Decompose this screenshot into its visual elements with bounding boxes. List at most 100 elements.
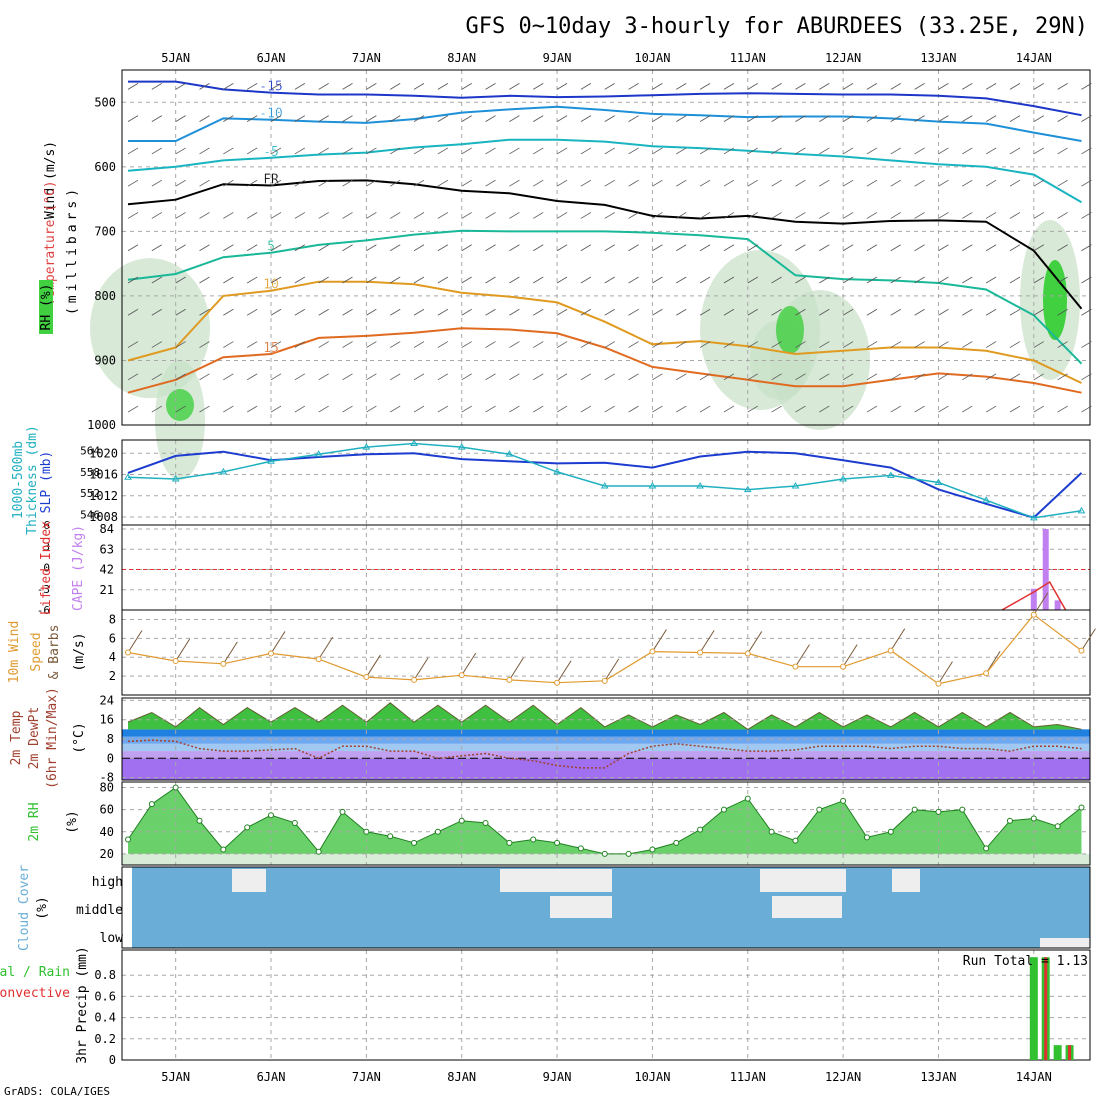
rh-point <box>339 808 346 815</box>
upper-wind-barb <box>533 179 544 187</box>
upper-wind-barb <box>604 212 615 219</box>
upper-wind-barb <box>294 276 306 284</box>
pressure-tick: 1000 <box>87 418 116 432</box>
li-tick: 6 <box>43 519 50 532</box>
upper-wind-barb <box>676 341 687 348</box>
upper-wind-barb <box>652 115 663 122</box>
upper-wind-barb <box>842 179 854 187</box>
upper-wind-barb <box>819 341 830 348</box>
upper-wind-barb <box>962 147 973 155</box>
upper-wind-barb <box>676 308 687 316</box>
precip-tick: 0.2 <box>94 1032 116 1046</box>
rh-tick: 40 <box>100 825 114 839</box>
upper-wind-barb <box>1057 212 1068 219</box>
upper-wind-barb <box>938 276 949 284</box>
thickness-marker <box>743 485 752 493</box>
upper-wind-barb <box>509 405 520 413</box>
cloud-clear-area <box>550 896 612 918</box>
wind-label-3: & Barbs <box>47 625 62 680</box>
bottom-day-label: 10JAN <box>634 1070 670 1084</box>
upper-wind-barb <box>938 212 949 219</box>
upper-wind-barb <box>294 83 306 90</box>
precip-panel: 0 0.2 0.4 0.6 0.8 Run Total = 1.13 <box>94 949 1091 1067</box>
upper-wind-barb <box>747 405 758 413</box>
upper-wind-barb <box>270 179 282 187</box>
upper-wind-barb <box>866 373 878 381</box>
upper-wind-barb <box>842 147 854 155</box>
isotherm--10 <box>128 105 1082 142</box>
upper-wind-barb <box>342 341 353 348</box>
upper-wind-barb <box>175 115 186 122</box>
upper-wind-barb <box>795 341 806 348</box>
upper-wind-barb <box>580 373 592 381</box>
upper-wind-barb <box>413 341 425 348</box>
upper-wind-barb <box>890 179 901 187</box>
upper-wind-barb <box>842 83 854 90</box>
upper-wind-barb <box>556 83 568 90</box>
slp-thickness-panel: 1008 1012 1016 1020 546 552 558 564 <box>80 439 1091 526</box>
upper-wind-barb <box>962 341 973 348</box>
upper-wind-barb <box>914 276 925 284</box>
upper-wind-barb <box>485 308 496 316</box>
temp-tick: 0 <box>107 751 114 765</box>
upper-wind-barb <box>1033 276 1045 284</box>
wind-speed-point <box>220 660 227 667</box>
isotherm-label: -15 <box>259 80 282 95</box>
upper-wind-barb <box>437 276 449 284</box>
wind-speed-point <box>697 649 704 656</box>
upper-wind-barb <box>866 405 878 413</box>
rh-point <box>792 837 799 844</box>
upper-wind-barb <box>1033 179 1045 187</box>
upper-wind-barb <box>390 308 401 316</box>
upper-wind-barb <box>366 244 377 252</box>
cape-tick: 21 <box>100 583 114 597</box>
cloud-level-label: high <box>92 875 123 890</box>
upper-wind-barb <box>437 212 449 219</box>
upper-wind-barb <box>294 341 306 348</box>
upper-temp-label: Temperature (°C) <box>43 180 58 305</box>
upper-wind-barb <box>1081 244 1092 252</box>
upper-wind-barb <box>127 308 139 316</box>
temp-line <box>127 702 1082 730</box>
temp-band <box>122 736 1090 744</box>
upper-wind-barb <box>270 147 282 155</box>
rh-frame <box>121 781 1091 866</box>
upper-wind-barb <box>771 212 782 219</box>
upper-wind-barb <box>842 276 854 284</box>
thickness-marker <box>1077 506 1086 514</box>
upper-wind-barb <box>699 405 711 413</box>
upper-wind-barb <box>985 373 997 381</box>
upper-wind-barb <box>914 244 925 252</box>
upper-wind-barb <box>318 405 329 413</box>
footer-credit: GrADS: COLA/IGES <box>4 1085 110 1098</box>
upper-wind-barb <box>151 179 163 187</box>
precip-total-label: Total / Rain <box>0 965 70 980</box>
upper-wind-barb <box>390 147 401 155</box>
upper-wind-barb <box>1081 212 1092 219</box>
upper-wind-barb <box>652 341 663 348</box>
wind-tick: 6 <box>109 631 116 645</box>
upper-wind-barb <box>318 341 329 348</box>
upper-wind-barb <box>652 405 663 413</box>
wind-speed-point <box>506 676 513 683</box>
upper-wind-barb <box>413 308 425 316</box>
upper-wind-barb <box>127 405 139 413</box>
bottom-day-label: 11JAN <box>730 1070 766 1084</box>
upper-wind-barb <box>437 244 449 252</box>
upper-wind-barb <box>604 83 615 90</box>
slp-tick: 1016 <box>89 468 118 482</box>
upper-wind-barb <box>795 147 806 155</box>
upper-wind-barb <box>676 83 687 90</box>
cloud-clear-area <box>892 869 920 892</box>
upper-wind-barb <box>223 147 234 155</box>
upper-wind-barb <box>842 341 854 348</box>
upper-wind-barb <box>723 341 735 348</box>
upper-wind-barb <box>676 276 687 284</box>
upper-wind-barb <box>533 405 544 413</box>
wind-barb <box>175 638 191 662</box>
upper-wind-barb <box>556 115 568 122</box>
wind-speed-point <box>315 656 322 663</box>
upper-wind-barb <box>628 115 639 122</box>
upper-wind-barb <box>509 308 520 316</box>
upper-wind-barb <box>509 212 520 219</box>
